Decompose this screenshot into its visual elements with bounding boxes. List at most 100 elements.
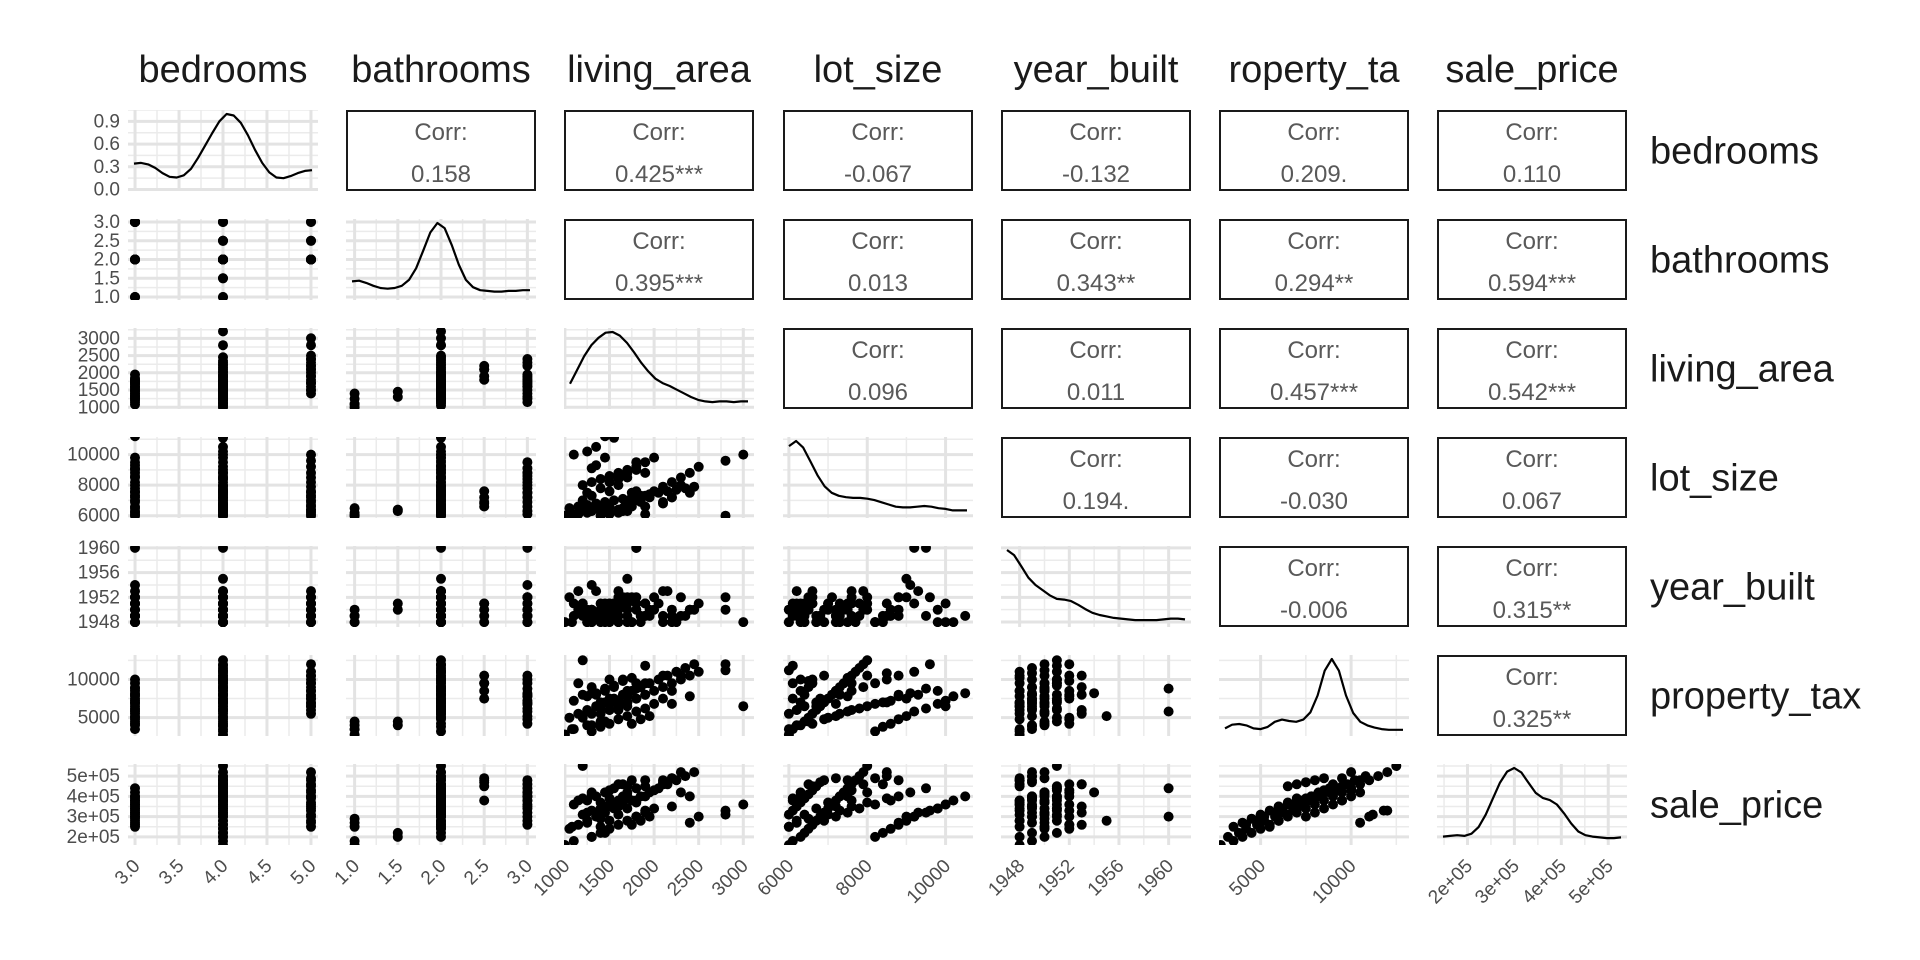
data-point [940,598,951,609]
data-point [819,617,830,627]
correlation-box [564,110,754,191]
data-point [130,546,140,553]
data-point [787,610,798,621]
data-point [1039,708,1050,719]
data-point [862,670,873,681]
x-tick-label: 1956 [1084,856,1129,901]
data-point [604,610,615,621]
data-point [613,474,624,484]
data-point [1051,764,1062,771]
density-curve [788,439,967,512]
correlation-box [1219,328,1409,409]
data-point [218,340,228,351]
data-point [819,714,830,725]
data-point [349,813,360,824]
data-point [604,486,615,497]
data-point [436,506,446,517]
data-point [1064,819,1075,830]
data-point [885,823,896,834]
data-point [684,691,695,702]
data-point [680,663,691,673]
data-point [1027,801,1037,812]
data-point [306,360,316,371]
data-point [877,779,888,790]
data-point [870,698,881,709]
correlation-box [783,219,973,300]
data-point [1051,678,1062,689]
y-tick-label: 6000 [78,506,120,527]
data-point [795,685,806,696]
data-point [932,617,943,627]
data-point [811,803,822,814]
correlation-label: Corr: [1069,446,1122,473]
data-point [1064,670,1075,681]
data-point [218,391,228,402]
data-point [1163,706,1174,717]
data-point [595,708,606,719]
density-curve [1006,549,1186,622]
data-point [858,682,869,693]
data-point [893,604,904,615]
data-point [522,604,533,615]
x-tick-label: 3.0 [111,856,145,890]
data-point [1337,795,1347,806]
y-tick-label: 10000 [67,669,120,690]
data-point [988,787,998,797]
data-point [675,787,686,798]
data-point [1163,783,1174,794]
data-point [960,610,971,621]
data-point [1064,685,1075,696]
data-point [1309,775,1320,786]
data-point [1039,773,1050,784]
column-strip-label: bathrooms [351,49,531,91]
correlation-label: Corr: [1505,664,1558,691]
data-point [1027,674,1037,685]
data-point [901,815,912,826]
data-point [1027,836,1037,845]
data-point [306,791,316,802]
data-point [479,364,490,375]
x-tick-label: 1.5 [374,856,408,890]
data-point [799,701,810,712]
correlation-box [1001,437,1191,518]
data-point [582,815,593,826]
scatter-panel [783,546,994,627]
data-point [870,831,881,842]
data-point [842,807,853,818]
x-tick-label: 1952 [1034,856,1079,901]
data-point [893,817,904,828]
data-point [787,693,798,704]
data-point [218,441,228,452]
data-point [921,703,931,714]
data-point [909,666,920,677]
correlation-label: Corr: [1505,228,1558,255]
data-point [913,586,924,597]
data-point [218,219,228,227]
data-point [666,477,677,488]
column-strip-label: lot_size [814,49,943,91]
correlation-value: 0.013 [848,270,908,297]
data-point [1373,771,1384,782]
data-point [218,573,228,584]
data-point [349,724,360,735]
x-tick-label: 1960 [1133,856,1178,901]
data-point [568,610,579,621]
data-point [924,805,935,816]
data-point [799,809,810,820]
correlation-panel: Corr: 0.158 [346,110,536,191]
data-point [846,678,857,689]
data-point [1014,831,1025,842]
correlation-box [1219,546,1409,627]
data-point [479,693,490,704]
data-point [1219,840,1226,845]
data-point [658,670,668,681]
data-point [604,705,615,715]
data-point [984,599,994,609]
data-point [306,801,316,812]
data-point [675,767,686,778]
data-point [649,592,660,603]
data-point [1346,785,1357,796]
correlation-value: 0.110 [1503,161,1561,188]
row-strip-label: sale_price [1650,785,1823,827]
data-point [436,604,446,615]
